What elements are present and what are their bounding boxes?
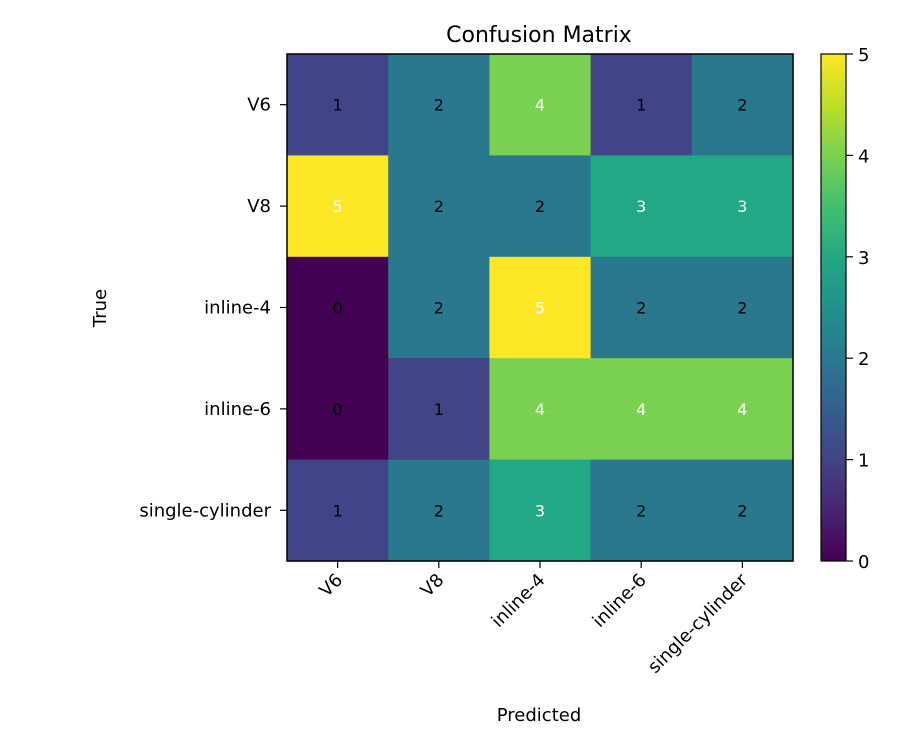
- x-tick-label: V6: [315, 570, 347, 602]
- colorbar-tick-label: 2: [858, 349, 869, 370]
- heatmap-cell: [388, 459, 490, 562]
- x-axis-label: Predicted: [497, 705, 582, 726]
- colorbar-ticks: 0 1 2 3 4 5: [846, 45, 869, 573]
- cell-value-label: 5: [333, 197, 343, 216]
- x-tick-label: inline-6: [589, 570, 651, 632]
- heatmap-cell: [388, 54, 490, 156]
- cell-value-label: 4: [737, 400, 747, 419]
- cell-value-label: 2: [434, 501, 444, 520]
- cell-value-label: 0: [333, 400, 343, 419]
- cell-value-label: 1: [333, 96, 343, 115]
- chart-title: Confusion Matrix: [446, 23, 632, 48]
- heatmap-cell: [691, 54, 794, 156]
- y-tick-label: inline-6: [204, 399, 271, 420]
- cell-value-label: 4: [535, 400, 545, 419]
- cell-value-label: 2: [737, 299, 747, 318]
- cell-value-label: 2: [434, 197, 444, 216]
- cell-value-labels: 1 2 4 1 2 5 2 2 3 3 0 2 5 2 2 0 1 4 4 4 1 2 3 2 2: [333, 96, 748, 521]
- cell-value-label: 2: [535, 197, 545, 216]
- heatmap-cell: [691, 155, 794, 258]
- x-tick-label: V8: [417, 570, 449, 602]
- heatmap-cell: [489, 256, 592, 359]
- colorbar-tick-label: 5: [858, 45, 869, 66]
- heatmap-cell: [489, 54, 592, 156]
- heatmap-cell: [388, 358, 490, 461]
- heatmap-cells: [287, 54, 794, 562]
- cell-value-label: 2: [737, 96, 747, 115]
- y-tick-label: single-cylinder: [139, 500, 271, 521]
- heatmap-cell: [590, 256, 693, 359]
- heatmap-cell: [287, 459, 389, 562]
- heatmap-cell: [489, 459, 592, 562]
- cell-value-label: 2: [434, 299, 444, 318]
- heatmap-cell: [590, 358, 693, 461]
- cell-value-label: 0: [333, 299, 343, 318]
- heatmap-cell: [590, 155, 693, 258]
- cell-value-label: 4: [535, 96, 545, 115]
- cell-value-label: 2: [434, 96, 444, 115]
- heatmap-cell: [590, 54, 693, 156]
- cell-value-label: 2: [737, 501, 747, 520]
- heatmap-cell: [691, 256, 794, 359]
- heatmap-cell: [590, 459, 693, 562]
- cell-value-label: 2: [636, 501, 646, 520]
- colorbar-tick-label: 0: [858, 552, 869, 573]
- colorbar: [820, 53, 847, 562]
- cell-value-label: 1: [333, 501, 343, 520]
- cell-value-label: 3: [737, 197, 747, 216]
- cell-value-label: 2: [636, 299, 646, 318]
- y-axis-ticks: V6 V8 inline-4 inline-6 single-cylinder: [139, 95, 287, 521]
- heatmap-cell: [287, 54, 389, 156]
- cell-value-label: 5: [535, 299, 545, 318]
- y-tick-label: inline-4: [204, 298, 271, 319]
- heatmap-cell: [287, 256, 389, 359]
- x-tick-label: inline-4: [487, 570, 549, 632]
- x-tick-label: single-cylinder: [644, 569, 752, 677]
- y-tick-label: V8: [247, 196, 271, 217]
- heatmap-cell: [388, 256, 490, 359]
- colorbar-tick-label: 4: [858, 146, 869, 167]
- colorbar-tick-label: 3: [858, 248, 869, 269]
- heatmap-cell: [489, 155, 592, 258]
- cell-value-label: 1: [434, 400, 444, 419]
- cell-value-label: 1: [636, 96, 646, 115]
- y-tick-label: V6: [247, 95, 271, 116]
- cell-value-label: 3: [636, 197, 646, 216]
- y-axis-label: True: [90, 289, 111, 328]
- colorbar-tick-label: 1: [858, 451, 869, 472]
- heatmap-cell: [691, 358, 794, 461]
- heatmap-cell: [287, 155, 389, 258]
- heatmap-cell: [287, 358, 389, 461]
- cell-value-label: 3: [535, 501, 545, 520]
- heatmap-cell: [489, 358, 592, 461]
- heatmap-cell: [388, 155, 490, 258]
- cell-value-label: 4: [636, 400, 646, 419]
- heatmap-cell: [691, 459, 794, 562]
